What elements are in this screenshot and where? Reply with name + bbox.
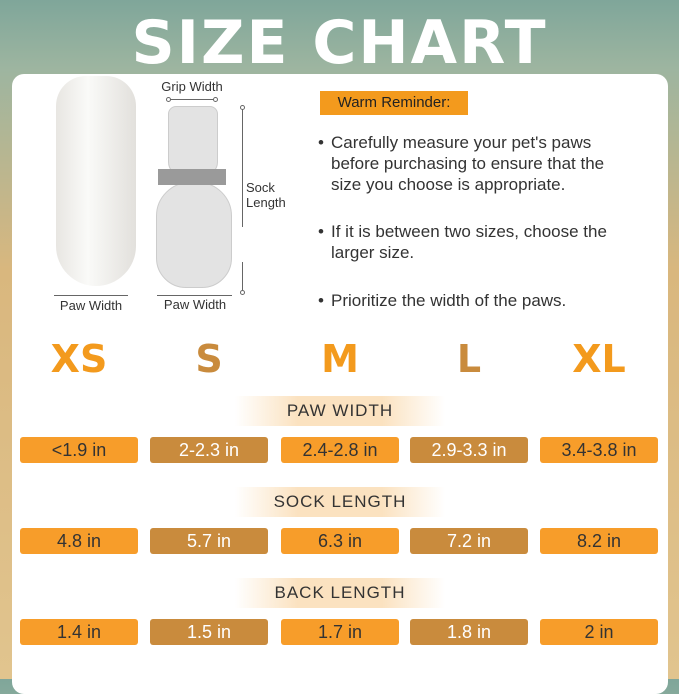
dot bbox=[240, 105, 245, 110]
row-header: SOCK LENGTH bbox=[235, 487, 445, 517]
paw-width-line bbox=[157, 295, 232, 296]
size-value-cell: 8.2 in bbox=[540, 528, 658, 554]
paw-width-label-left: Paw Width bbox=[59, 298, 123, 313]
size-label-l: L bbox=[456, 337, 482, 381]
size-value-cell: 2.4-2.8 in bbox=[281, 437, 399, 463]
size-value-cell: 6.3 in bbox=[281, 528, 399, 554]
size-label-xs: XS bbox=[50, 337, 108, 381]
sock-strap bbox=[158, 169, 226, 185]
sock-image bbox=[168, 106, 218, 176]
dot bbox=[166, 97, 171, 102]
size-value-cell: 1.4 in bbox=[20, 619, 138, 645]
size-value-cell: 2 in bbox=[540, 619, 658, 645]
grip-width-label: Grip Width bbox=[161, 79, 223, 94]
dog-paw-image bbox=[56, 76, 136, 286]
size-value-cell: 1.7 in bbox=[281, 619, 399, 645]
size-value-cell: 1.5 in bbox=[150, 619, 268, 645]
size-value-cell: 7.2 in bbox=[410, 528, 528, 554]
size-value-cell: 1.8 in bbox=[410, 619, 528, 645]
size-label-s: S bbox=[195, 337, 223, 381]
size-value-cell: 2-2.3 in bbox=[150, 437, 268, 463]
row-header: PAW WIDTH bbox=[235, 396, 445, 426]
sock-length-line bbox=[242, 262, 243, 292]
sock-length-label: Sock Length bbox=[246, 180, 286, 210]
size-value-cell: 4.8 in bbox=[20, 528, 138, 554]
size-value-cell: 5.7 in bbox=[150, 528, 268, 554]
warm-reminder-badge: Warm Reminder: bbox=[320, 91, 468, 115]
reminder-bullet: Carefully measure your pet's paws before… bbox=[318, 132, 638, 195]
reminder-bullet: Prioritize the width of the paws. bbox=[318, 290, 638, 311]
dot bbox=[213, 97, 218, 102]
dot bbox=[240, 290, 245, 295]
size-value-cell: 2.9-3.3 in bbox=[410, 437, 528, 463]
sock-image-foot bbox=[156, 182, 232, 288]
size-value-cell: <1.9 in bbox=[20, 437, 138, 463]
page-title: SIZE CHART bbox=[131, 8, 548, 78]
paw-width-line bbox=[54, 295, 128, 296]
size-label-m: M bbox=[321, 337, 359, 381]
row-header: BACK LENGTH bbox=[235, 578, 445, 608]
grip-width-line bbox=[169, 99, 216, 100]
reminder-bullet: If it is between two sizes, choose the l… bbox=[318, 221, 638, 263]
size-value-cell: 3.4-3.8 in bbox=[540, 437, 658, 463]
size-label-xl: XL bbox=[572, 337, 626, 381]
paw-width-label-right: Paw Width bbox=[163, 297, 227, 312]
sock-length-line bbox=[242, 107, 243, 227]
